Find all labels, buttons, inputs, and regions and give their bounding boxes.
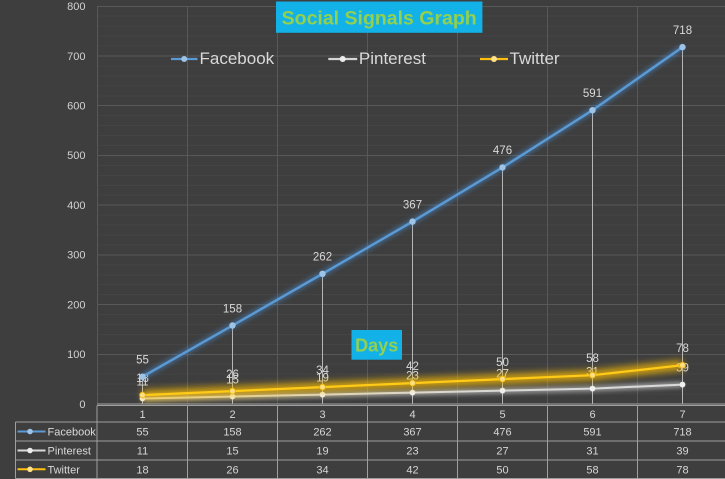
svg-text:31: 31 bbox=[586, 446, 598, 458]
svg-text:Pinterest: Pinterest bbox=[48, 446, 91, 458]
svg-text:300: 300 bbox=[67, 250, 85, 262]
svg-text:0: 0 bbox=[79, 399, 85, 411]
svg-text:718: 718 bbox=[673, 25, 692, 37]
svg-text:718: 718 bbox=[673, 427, 691, 439]
svg-text:50: 50 bbox=[496, 464, 508, 476]
svg-text:26: 26 bbox=[226, 369, 239, 381]
svg-text:500: 500 bbox=[67, 150, 85, 162]
svg-text:262: 262 bbox=[313, 427, 331, 439]
svg-text:3: 3 bbox=[319, 409, 325, 421]
svg-text:Twitter: Twitter bbox=[510, 49, 560, 68]
svg-text:Days: Days bbox=[355, 336, 398, 356]
svg-text:39: 39 bbox=[676, 446, 688, 458]
svg-text:11: 11 bbox=[137, 376, 149, 388]
svg-text:700: 700 bbox=[67, 51, 85, 63]
svg-text:Twitter: Twitter bbox=[48, 464, 81, 476]
svg-text:34: 34 bbox=[316, 365, 329, 377]
svg-text:15: 15 bbox=[226, 446, 238, 458]
svg-text:26: 26 bbox=[226, 464, 238, 476]
svg-text:23: 23 bbox=[406, 446, 418, 458]
svg-text:78: 78 bbox=[676, 343, 689, 355]
svg-text:50: 50 bbox=[496, 357, 509, 369]
svg-text:27: 27 bbox=[496, 446, 508, 458]
svg-text:Facebook: Facebook bbox=[48, 427, 97, 439]
svg-text:11: 11 bbox=[137, 446, 148, 458]
svg-text:1: 1 bbox=[139, 409, 145, 421]
svg-text:158: 158 bbox=[223, 303, 242, 315]
svg-text:34: 34 bbox=[316, 464, 328, 476]
svg-text:55: 55 bbox=[136, 427, 148, 439]
svg-text:Social Signals Graph: Social Signals Graph bbox=[282, 8, 477, 30]
svg-text:55: 55 bbox=[136, 355, 149, 367]
svg-text:42: 42 bbox=[406, 361, 419, 373]
svg-text:400: 400 bbox=[67, 200, 85, 212]
svg-text:591: 591 bbox=[583, 88, 602, 100]
svg-text:100: 100 bbox=[67, 349, 85, 361]
svg-text:158: 158 bbox=[223, 427, 241, 439]
svg-text:476: 476 bbox=[493, 145, 512, 157]
svg-text:42: 42 bbox=[406, 464, 418, 476]
svg-text:367: 367 bbox=[403, 427, 421, 439]
svg-text:591: 591 bbox=[583, 427, 601, 439]
svg-text:19: 19 bbox=[316, 372, 329, 384]
svg-text:7: 7 bbox=[679, 409, 685, 421]
svg-text:58: 58 bbox=[586, 464, 598, 476]
svg-text:367: 367 bbox=[403, 199, 422, 211]
svg-text:18: 18 bbox=[136, 464, 148, 476]
svg-text:4: 4 bbox=[409, 409, 415, 421]
svg-text:800: 800 bbox=[67, 1, 85, 13]
svg-text:600: 600 bbox=[67, 101, 85, 113]
svg-text:5: 5 bbox=[499, 409, 505, 421]
svg-text:58: 58 bbox=[586, 353, 599, 365]
svg-text:476: 476 bbox=[493, 427, 511, 439]
svg-text:2: 2 bbox=[229, 409, 235, 421]
svg-text:15: 15 bbox=[226, 374, 239, 386]
svg-text:262: 262 bbox=[313, 252, 332, 264]
svg-text:Pinterest: Pinterest bbox=[359, 49, 426, 68]
svg-text:19: 19 bbox=[316, 446, 328, 458]
svg-text:78: 78 bbox=[676, 464, 688, 476]
svg-text:Facebook: Facebook bbox=[200, 49, 275, 68]
svg-text:6: 6 bbox=[589, 409, 595, 421]
svg-text:200: 200 bbox=[67, 299, 85, 311]
